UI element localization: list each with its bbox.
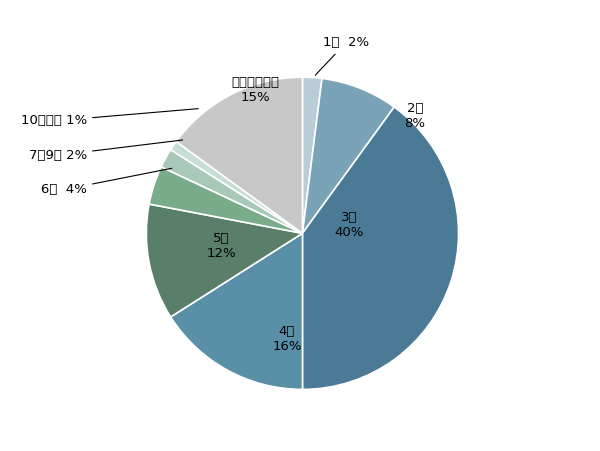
Text: 2回
8%: 2回 8%: [404, 102, 425, 130]
Text: 7～9回 2%: 7～9回 2%: [29, 140, 182, 162]
Text: 1回  2%: 1回 2%: [315, 37, 369, 75]
Text: 6回  4%: 6回 4%: [41, 168, 172, 196]
Text: 4回
16%: 4回 16%: [272, 326, 302, 354]
Wedge shape: [170, 142, 302, 233]
Text: 3回
40%: 3回 40%: [335, 212, 364, 239]
Wedge shape: [161, 150, 302, 233]
Text: 10回以上 1%: 10回以上 1%: [21, 109, 198, 127]
Wedge shape: [176, 77, 302, 233]
Wedge shape: [302, 78, 394, 233]
Wedge shape: [170, 233, 302, 389]
Wedge shape: [302, 107, 458, 389]
Wedge shape: [146, 204, 302, 317]
Text: 5回
12%: 5回 12%: [206, 232, 236, 260]
Wedge shape: [149, 167, 302, 233]
Wedge shape: [302, 77, 322, 233]
Text: 気にならない
15%: 気にならない 15%: [232, 76, 280, 104]
